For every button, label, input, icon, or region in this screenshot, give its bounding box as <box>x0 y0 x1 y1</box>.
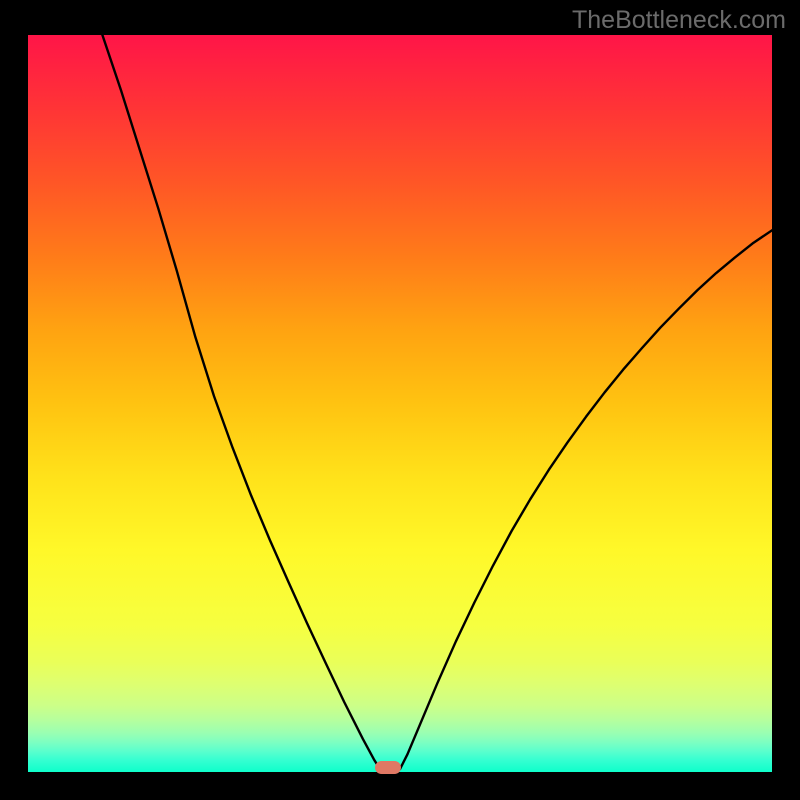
plot-area <box>28 35 772 772</box>
optimal-marker <box>375 761 401 774</box>
bottleneck-curve <box>102 35 772 771</box>
watermark-label: TheBottleneck.com <box>572 6 786 35</box>
curve-svg <box>28 35 772 772</box>
chart-container: TheBottleneck.com <box>0 0 800 800</box>
